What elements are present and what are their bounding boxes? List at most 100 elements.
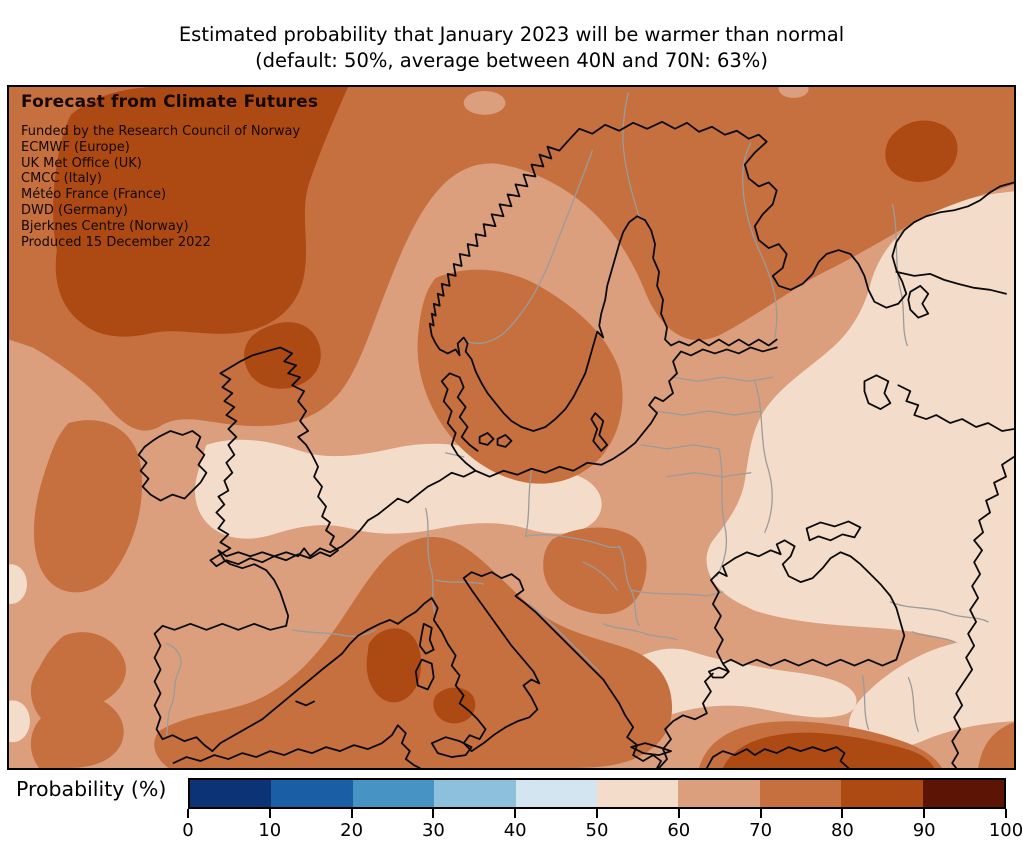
colorbar-tick xyxy=(596,809,598,818)
colorbar-tick-label: 100 xyxy=(988,820,1023,841)
contour-spot-left-edge-2 xyxy=(9,700,30,743)
colorbar-segment-30-40 xyxy=(434,780,516,807)
coastline-azov xyxy=(805,520,862,542)
contour-spot-top xyxy=(463,90,506,115)
credit-line: CMCC (Italy) xyxy=(21,171,102,187)
colorbar-tick xyxy=(514,809,517,818)
colorbar-tick xyxy=(432,809,435,818)
europe-probability-map xyxy=(9,87,1014,768)
colorbar-label: Probability (%) xyxy=(16,777,167,801)
coastline-crete xyxy=(630,742,672,756)
border-serbia-greece xyxy=(602,623,678,641)
colorbar-tick xyxy=(923,809,926,818)
colorbar-segment-90-100 xyxy=(922,780,1005,807)
border-east-anatolia xyxy=(861,674,870,730)
coastline-corsica xyxy=(418,622,435,655)
colorbar-tick-label: 90 xyxy=(912,820,936,841)
colorbar-segment-20-30 xyxy=(352,780,435,807)
colorbar-tick xyxy=(677,809,680,818)
coastline-aegean-turkey xyxy=(658,672,714,768)
border-czech-austria xyxy=(524,534,620,548)
figure-title: Estimated probability that January 2023 … xyxy=(0,22,1023,74)
border-alps-south xyxy=(435,579,485,585)
border-caucasus-2 xyxy=(911,631,955,643)
colorbar-tick xyxy=(268,809,271,818)
river-northeast-1 xyxy=(895,271,1007,295)
colorbar-tick-label: 60 xyxy=(667,820,691,841)
map-overlay-credits: Funded by the Research Council of Norway… xyxy=(21,124,318,250)
colorbar-bar xyxy=(188,778,1006,809)
coastline-lake-ladoga xyxy=(863,374,892,411)
colorbar-tick xyxy=(187,809,189,818)
coastline-gotland xyxy=(590,412,609,452)
contour-region-tyrrhenian-dark-1 xyxy=(366,628,422,703)
coastline-arctic-russia xyxy=(566,120,1014,309)
coastline-marmara xyxy=(708,662,730,679)
credit-line: DWD (Germany) xyxy=(21,202,128,218)
credit-line: ECMWF (Europe) xyxy=(21,139,130,155)
border-estonia xyxy=(672,376,774,382)
coastlines xyxy=(137,120,1014,768)
colorbar-tick-label: 40 xyxy=(503,820,527,841)
colorbar-segment-0-10 xyxy=(190,780,272,807)
coastline-balearics xyxy=(295,700,315,707)
border-northeast-vertical xyxy=(891,203,908,347)
map-overlay: Forecast from Climate Futures Funded by … xyxy=(21,92,318,250)
colorbar-tick-label: 0 xyxy=(182,820,194,841)
coastline-caspian xyxy=(951,455,1014,768)
colorbar-segment-10-20 xyxy=(271,780,353,807)
border-rhine-alps xyxy=(425,507,437,617)
coastline-scandinavia xyxy=(428,140,778,432)
contour-region-atlantic-west xyxy=(33,420,143,593)
credit-line: Produced 15 December 2022 xyxy=(21,234,211,250)
contour-region-atlantic-arm xyxy=(30,632,126,768)
colorbar-tick-label: 80 xyxy=(830,820,854,841)
border-belarus xyxy=(666,472,752,478)
colorbar-tick-label: 30 xyxy=(421,820,445,841)
coastline-britain xyxy=(209,346,339,568)
border-portugal-spain xyxy=(165,643,182,736)
border-lithuania xyxy=(640,444,720,450)
contour-region-baltic xyxy=(417,269,623,484)
contour-region-southeast xyxy=(848,638,1014,750)
contour-spot-left-edge-1 xyxy=(9,564,27,604)
border-turkey-armenia xyxy=(907,676,919,732)
border-norway-sweden xyxy=(461,149,593,344)
border-pyrenees xyxy=(291,629,377,637)
coastline-sicily xyxy=(430,736,473,758)
coastline-baltic-south xyxy=(440,346,778,478)
border-germany-poland xyxy=(524,470,533,538)
border-finland-russia xyxy=(741,142,778,339)
border-poland-east xyxy=(716,448,728,577)
coastline-danish-island-2 xyxy=(496,434,513,448)
coastline-north-africa xyxy=(172,724,421,768)
colorbar-tick xyxy=(759,809,762,818)
border-croatia xyxy=(582,561,618,591)
colorbar-segment-60-70 xyxy=(678,780,760,807)
contour-region-aegean-anatolia xyxy=(611,648,857,718)
coastline-black-sea xyxy=(710,539,906,667)
border-denmark-germany xyxy=(445,452,465,458)
colorbar-tick-label: 10 xyxy=(258,820,282,841)
colorbar-segment-80-90 xyxy=(841,780,923,807)
credit-line: Bjerknes Centre (Norway) xyxy=(21,218,189,234)
credit-line: Météo France (France) xyxy=(21,187,167,203)
colorbar-tick xyxy=(841,809,844,818)
border-dalmatia-inland xyxy=(528,603,600,673)
colorbar-tick-label: 70 xyxy=(749,820,773,841)
credit-line: UK Met Office (UK) xyxy=(21,155,142,171)
colorbar: 0 10 20 30 40 50 60 70 80 90 100 xyxy=(182,778,1023,841)
contour-regions-80-90 xyxy=(53,87,958,768)
contour-region-east-mid xyxy=(735,236,1014,632)
contour-region-northwest-dark xyxy=(53,87,348,337)
border-sweden-finland xyxy=(622,92,640,217)
map-panel: Forecast from Climate Futures Funded by … xyxy=(7,85,1016,770)
coastline-danish-island-1 xyxy=(478,432,495,446)
coastline-continent-west xyxy=(153,469,662,768)
colorbar-tick-label: 20 xyxy=(340,820,364,841)
river-northeast-2 xyxy=(897,384,1014,432)
colorbar-tick xyxy=(350,809,353,818)
border-caucasus-1 xyxy=(889,601,989,623)
colorbar-tick-label: 50 xyxy=(585,820,609,841)
